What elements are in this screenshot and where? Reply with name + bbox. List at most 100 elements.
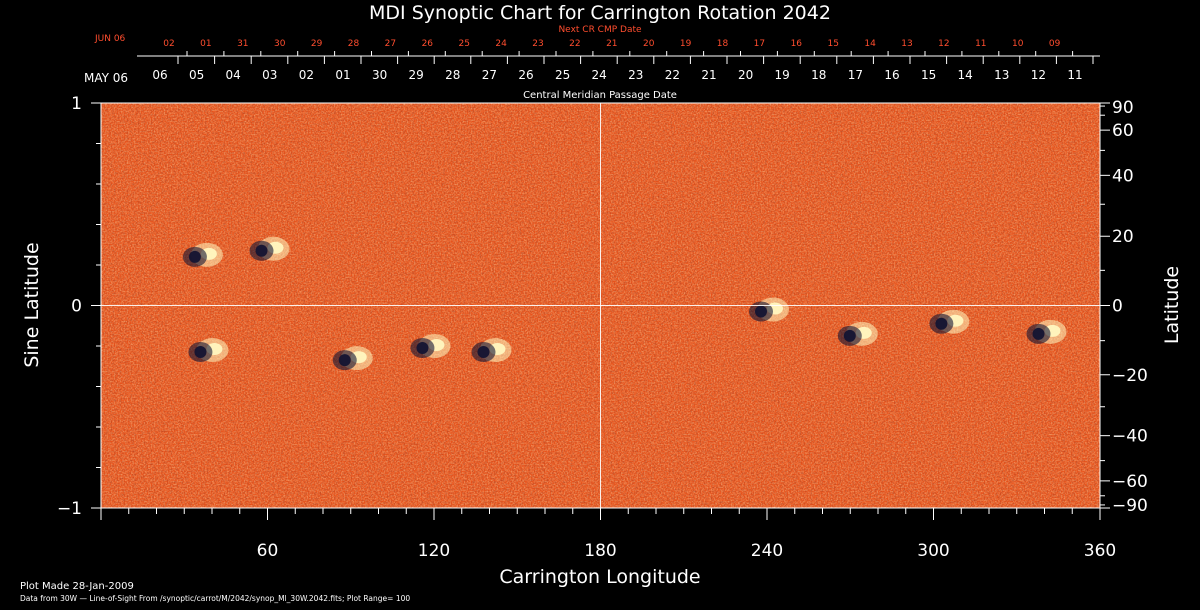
negative-polarity-core bbox=[188, 250, 201, 263]
cmp-date-label: 24 bbox=[592, 68, 607, 82]
next-cmp-date-label: 30 bbox=[274, 39, 286, 49]
next-cmp-date-label: 10 bbox=[1012, 39, 1024, 49]
cmp-date-label: 15 bbox=[921, 68, 936, 82]
next-cmp-date-label: 17 bbox=[754, 39, 765, 49]
cmp-month-label: MAY 06 bbox=[84, 71, 128, 85]
next-cmp-date-label: 01 bbox=[200, 39, 211, 49]
next-cmp-date-label: 18 bbox=[717, 39, 729, 49]
cmp-date-label: 30 bbox=[372, 68, 387, 82]
next-cmp-date-axis: Next CR CMP Date JUN 06 02 01 31 30 29 28 27 26 25… bbox=[94, 25, 1074, 56]
cmp-date-label: 03 bbox=[262, 68, 277, 82]
active-region bbox=[182, 242, 223, 267]
negative-polarity-core bbox=[416, 342, 429, 354]
y-axis: −1 0 1 bbox=[57, 94, 101, 519]
x-tick-label: 300 bbox=[917, 541, 949, 561]
next-cmp-date-label: 27 bbox=[385, 39, 396, 49]
next-cmp-date-label: 12 bbox=[938, 39, 949, 49]
plot-made-note: Plot Made 28-Jan-2009 bbox=[20, 581, 134, 592]
cmp-date-label: 14 bbox=[958, 68, 973, 82]
next-cmp-date-label: 21 bbox=[606, 39, 617, 49]
y-axis-label: Sine Latitude bbox=[21, 242, 43, 367]
cmp-date-label: 25 bbox=[555, 68, 570, 82]
cmp-date-label: 19 bbox=[775, 68, 790, 82]
next-cmp-date-label: 23 bbox=[532, 39, 543, 49]
x-tick-label: 120 bbox=[418, 541, 450, 561]
next-cmp-date-label: 19 bbox=[680, 39, 692, 49]
latitude-tick-label: 60 bbox=[1112, 121, 1134, 141]
latitude-axis-label: Latitude bbox=[1161, 266, 1183, 344]
chart-title: MDI Synoptic Chart for Carrington Rotati… bbox=[369, 2, 831, 24]
grid-lines bbox=[101, 103, 1100, 508]
cmp-date-label: 02 bbox=[299, 68, 314, 82]
cmp-date-label: 13 bbox=[994, 68, 1009, 82]
latitude-axis: 90 60 40 20 0 −20 −40 −60 −90 bbox=[1100, 98, 1148, 516]
next-cmp-axis-label: Next CR CMP Date bbox=[558, 25, 642, 35]
latitude-tick-label: −20 bbox=[1112, 366, 1148, 386]
cmp-date-label: 22 bbox=[665, 68, 680, 82]
cmp-date-axis: MAY 06 06 05 04 03 02 01 30 29 28 27 26 25 24 23 22 21 20… bbox=[84, 55, 1100, 101]
active-region bbox=[188, 338, 229, 363]
x-tick-label: 240 bbox=[751, 541, 783, 561]
cmp-date-label: 06 bbox=[152, 68, 167, 82]
active-region bbox=[471, 338, 512, 363]
next-cmp-date-label: 24 bbox=[495, 39, 507, 49]
next-cmp-date-label: 31 bbox=[237, 39, 248, 49]
negative-polarity-core bbox=[194, 346, 207, 359]
active-region bbox=[410, 334, 451, 358]
cmp-date-label: 28 bbox=[445, 68, 460, 82]
active-region bbox=[249, 236, 290, 261]
cmp-date-label: 11 bbox=[1067, 68, 1082, 82]
y-tick-label: 0 bbox=[71, 297, 82, 317]
cmp-date-label: 01 bbox=[335, 68, 350, 82]
active-region bbox=[929, 309, 970, 334]
next-cmp-date-label: 25 bbox=[458, 39, 469, 49]
next-cmp-date-label: 09 bbox=[1049, 39, 1061, 49]
cmp-date-label: 29 bbox=[409, 68, 424, 82]
data-source-note: Data from 30W — Line-of-Sight From /syno… bbox=[20, 594, 410, 603]
negative-polarity-core bbox=[1032, 327, 1045, 340]
latitude-tick-label: 90 bbox=[1112, 98, 1134, 118]
negative-polarity-core bbox=[755, 305, 767, 318]
next-cmp-date-label: 20 bbox=[643, 39, 655, 49]
latitude-tick-label: −60 bbox=[1112, 472, 1148, 492]
cmp-date-label: 05 bbox=[189, 68, 204, 82]
latitude-tick-label: −90 bbox=[1112, 496, 1148, 516]
x-axis-label: Carrington Longitude bbox=[499, 566, 700, 588]
cmp-date-label: 17 bbox=[848, 68, 863, 82]
latitude-tick-label: 40 bbox=[1112, 166, 1134, 186]
cmp-date-label: 20 bbox=[738, 68, 753, 82]
next-cmp-date-label: 22 bbox=[569, 39, 580, 49]
next-cmp-date-label: 02 bbox=[163, 39, 174, 49]
next-cmp-date-label: 14 bbox=[864, 39, 876, 49]
y-tick-label: −1 bbox=[57, 499, 82, 519]
negative-polarity-core bbox=[255, 244, 268, 257]
cmp-date-label: 27 bbox=[482, 68, 497, 82]
negative-polarity-core bbox=[935, 317, 948, 330]
x-tick-label: 180 bbox=[584, 541, 616, 561]
cmp-date-label: 04 bbox=[226, 68, 241, 82]
next-cmp-date-label: 13 bbox=[901, 39, 912, 49]
cmp-date-label: 12 bbox=[1031, 68, 1046, 82]
cmp-date-label: 16 bbox=[884, 68, 899, 82]
next-cmp-date-label: 26 bbox=[422, 39, 434, 49]
active-region bbox=[1026, 319, 1067, 344]
plot-area bbox=[100, 102, 1101, 509]
next-cmp-date-label: 15 bbox=[827, 39, 838, 49]
next-cmp-month-label: JUN 06 bbox=[94, 34, 126, 44]
negative-polarity-core bbox=[338, 354, 351, 367]
next-cmp-date-label: 11 bbox=[975, 39, 986, 49]
active-region bbox=[332, 346, 373, 371]
next-cmp-date-label: 16 bbox=[791, 39, 803, 49]
cmp-date-label: 23 bbox=[628, 68, 643, 82]
x-tick-label: 60 bbox=[257, 541, 279, 561]
latitude-tick-label: −40 bbox=[1112, 427, 1148, 447]
latitude-tick-label: 20 bbox=[1112, 227, 1134, 247]
x-axis: 60 120 180 240 300 360 bbox=[100, 508, 1116, 561]
active-region bbox=[837, 321, 878, 346]
x-tick-label: 360 bbox=[1084, 541, 1116, 561]
negative-polarity-core bbox=[843, 329, 856, 342]
cmp-date-label: 18 bbox=[811, 68, 826, 82]
cmp-date-label: 21 bbox=[701, 68, 716, 82]
cmp-date-label: 26 bbox=[518, 68, 533, 82]
